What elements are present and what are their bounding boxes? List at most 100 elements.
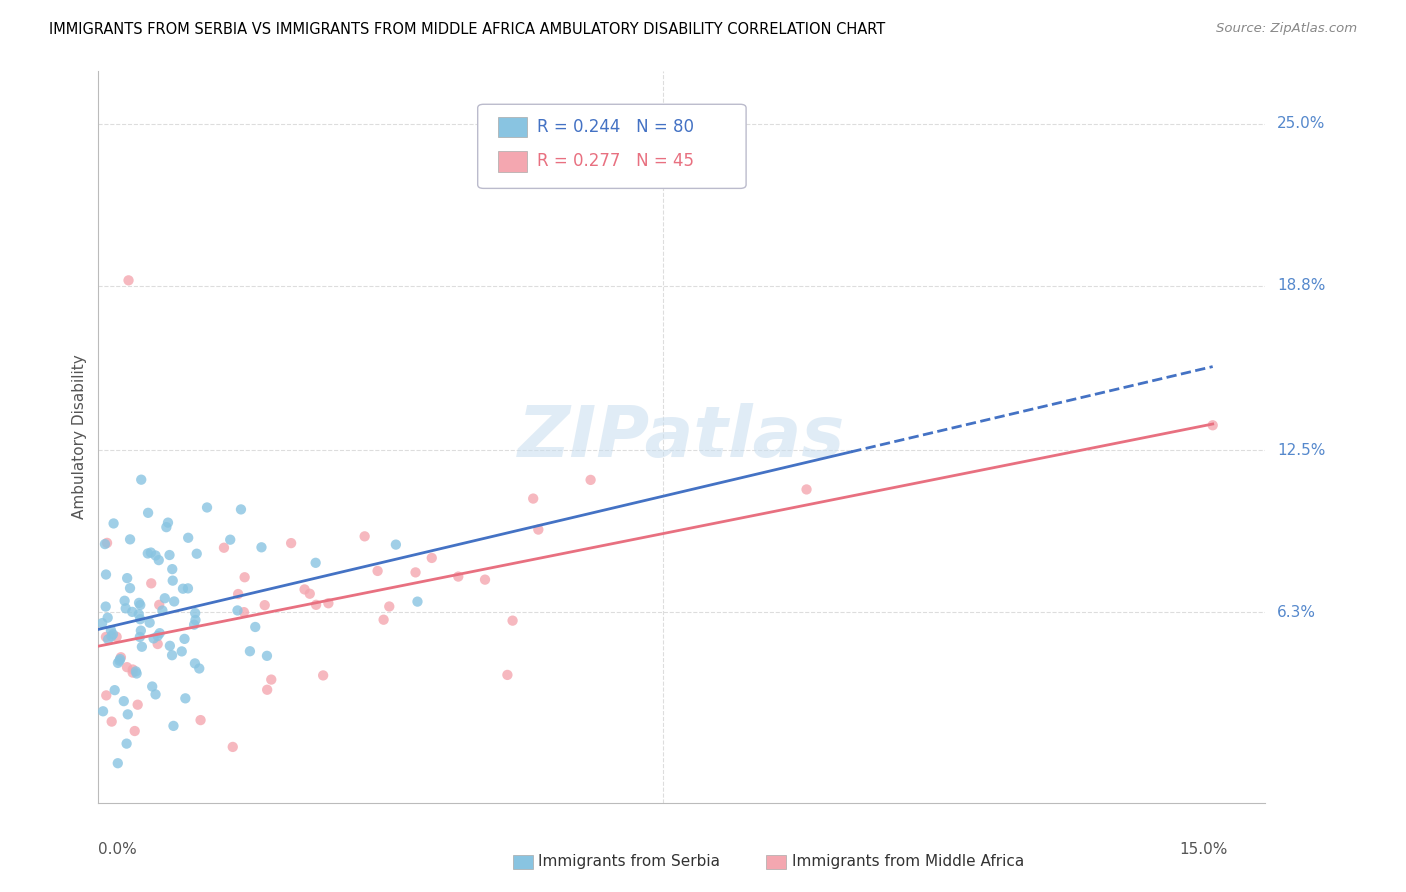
- Point: [121, 605, 143, 619]
- Point: [183, 617, 205, 632]
- Text: 15.0%: 15.0%: [1180, 842, 1227, 856]
- Point: [145, 549, 167, 563]
- Point: [522, 491, 544, 506]
- Point: [160, 648, 183, 663]
- Point: [108, 652, 131, 666]
- Point: [212, 541, 235, 555]
- Point: [406, 594, 429, 608]
- Point: [152, 603, 174, 617]
- Point: [128, 596, 150, 610]
- Point: [186, 547, 208, 561]
- Point: [128, 607, 150, 622]
- Point: [298, 587, 321, 601]
- Text: ZIPatlas: ZIPatlas: [519, 402, 845, 472]
- Point: [226, 587, 249, 601]
- Point: [177, 582, 200, 596]
- Text: 12.5%: 12.5%: [1277, 442, 1326, 458]
- Point: [156, 516, 179, 530]
- Point: [153, 591, 176, 606]
- Point: [245, 620, 267, 634]
- Point: [162, 574, 184, 588]
- Point: [226, 603, 249, 617]
- Point: [117, 707, 139, 722]
- Point: [110, 650, 132, 665]
- FancyBboxPatch shape: [498, 151, 527, 171]
- Point: [104, 683, 127, 698]
- Text: 18.8%: 18.8%: [1277, 278, 1326, 293]
- Point: [155, 520, 177, 534]
- Point: [173, 632, 195, 646]
- Point: [112, 694, 135, 708]
- Point: [127, 698, 149, 712]
- Point: [94, 599, 117, 614]
- Point: [107, 756, 129, 771]
- Point: [139, 545, 162, 559]
- Point: [149, 626, 172, 640]
- Point: [120, 533, 142, 547]
- Point: [131, 640, 153, 654]
- Point: [367, 564, 389, 578]
- Point: [502, 614, 524, 628]
- Point: [136, 546, 159, 560]
- Point: [184, 657, 207, 671]
- Point: [125, 666, 148, 681]
- Point: [118, 581, 141, 595]
- Point: [163, 594, 186, 608]
- Text: Immigrants from Serbia: Immigrants from Serbia: [538, 855, 720, 869]
- Point: [318, 596, 340, 610]
- Point: [129, 624, 152, 638]
- Point: [124, 724, 146, 739]
- Point: [94, 630, 117, 644]
- Point: [142, 632, 165, 646]
- FancyBboxPatch shape: [498, 117, 527, 137]
- Point: [100, 714, 122, 729]
- Text: R = 0.277   N = 45: R = 0.277 N = 45: [537, 153, 695, 170]
- Text: 0.0%: 0.0%: [98, 842, 138, 856]
- Point: [91, 704, 114, 718]
- Point: [188, 661, 211, 675]
- Point: [496, 668, 519, 682]
- FancyBboxPatch shape: [478, 104, 747, 188]
- Point: [94, 537, 117, 551]
- Point: [405, 566, 427, 580]
- Point: [172, 582, 194, 596]
- Point: [280, 536, 302, 550]
- Point: [100, 629, 122, 643]
- Point: [105, 630, 128, 644]
- Point: [100, 623, 122, 637]
- Point: [294, 582, 316, 597]
- Point: [128, 630, 150, 644]
- Point: [177, 531, 200, 545]
- Point: [129, 598, 152, 612]
- Point: [125, 665, 148, 679]
- Point: [94, 567, 117, 582]
- Point: [145, 687, 167, 701]
- Point: [378, 599, 401, 614]
- Point: [219, 533, 242, 547]
- Point: [250, 541, 273, 555]
- Point: [101, 627, 124, 641]
- Point: [305, 556, 328, 570]
- Point: [129, 612, 152, 626]
- Point: [146, 637, 169, 651]
- Point: [233, 570, 256, 584]
- Text: R = 0.244   N = 80: R = 0.244 N = 80: [537, 118, 695, 136]
- Point: [129, 473, 152, 487]
- Point: [184, 606, 207, 620]
- Point: [162, 562, 184, 576]
- Point: [114, 594, 136, 608]
- Point: [170, 644, 193, 658]
- Point: [579, 473, 602, 487]
- Point: [159, 639, 181, 653]
- Point: [256, 682, 278, 697]
- Point: [117, 273, 139, 287]
- Point: [373, 613, 395, 627]
- Text: IMMIGRANTS FROM SERBIA VS IMMIGRANTS FROM MIDDLE AFRICA AMBULATORY DISABILITY CO: IMMIGRANTS FROM SERBIA VS IMMIGRANTS FRO…: [49, 22, 886, 37]
- Point: [260, 673, 283, 687]
- Point: [305, 598, 328, 612]
- Point: [148, 598, 170, 612]
- Point: [1202, 418, 1225, 433]
- Point: [159, 548, 181, 562]
- Text: 25.0%: 25.0%: [1277, 116, 1326, 131]
- Point: [385, 538, 408, 552]
